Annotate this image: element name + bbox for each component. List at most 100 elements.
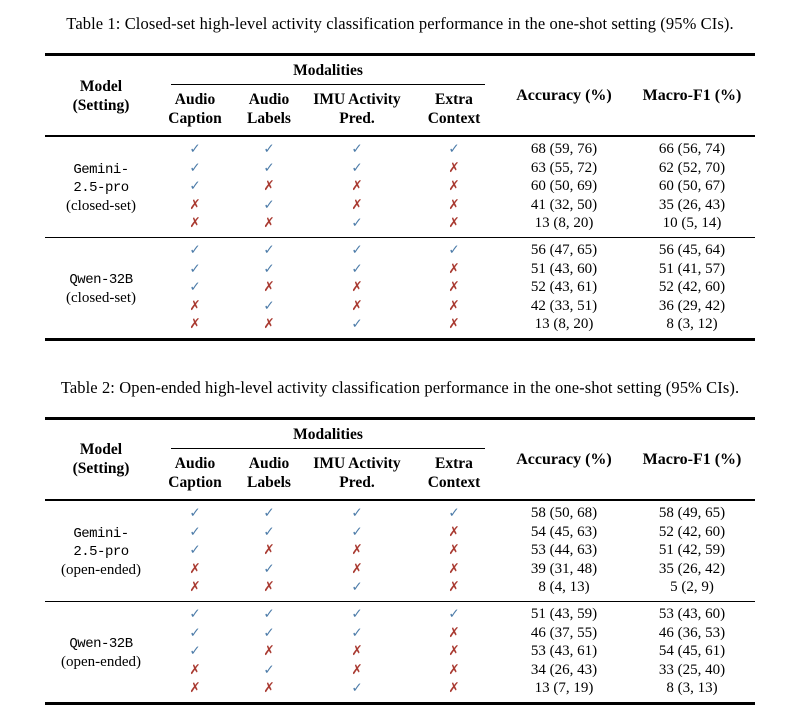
check-icon: ✓ — [351, 215, 363, 232]
check-icon: ✓ — [189, 141, 201, 157]
cross-icon: ✗ — [189, 680, 201, 697]
accuracy-cell: 51 (43, 60) — [530, 260, 598, 277]
cross-icon: ✗ — [189, 196, 201, 213]
table-row: ✓ ✗ ✗ ✗ 53 (43, 61) 54 (45, 61) — [45, 642, 755, 661]
cross-icon: ✗ — [263, 579, 275, 596]
accuracy-cell: 13 (7, 19) — [534, 680, 594, 697]
accuracy-cell: 53 (44, 63) — [530, 542, 598, 559]
cross-icon: ✗ — [263, 316, 275, 333]
check-icon: ✓ — [189, 279, 201, 296]
check-icon: ✓ — [263, 260, 275, 277]
cross-icon: ✗ — [448, 297, 460, 314]
check-icon: ✓ — [263, 605, 275, 622]
table-row: ✗ ✗ ✓ ✗ 13 (7, 19) 8 (3, 13) — [45, 679, 755, 703]
closed-set-performance-table: Model (Setting) Modalities Accuracy (%) … — [45, 53, 755, 341]
accuracy-cell: 53 (43, 61) — [530, 643, 598, 660]
cross-icon: ✗ — [351, 196, 363, 213]
accuracy-cell: 39 (31, 48) — [530, 560, 598, 577]
modalities-group-label: Modalities — [171, 61, 485, 85]
model-setting-cell: Qwen-32B (closed-set) — [45, 237, 157, 339]
cross-icon: ✗ — [189, 316, 201, 333]
check-icon: ✓ — [351, 624, 363, 641]
macro-f1-cell: 54 (45, 61) — [658, 643, 726, 660]
model-name-line: Gemini- — [73, 162, 129, 179]
cross-icon: ✗ — [448, 643, 460, 660]
column-header-model-setting: Model (Setting) — [45, 55, 157, 137]
table-row: Gemini- 2.5-pro (closed-set) ✓ ✓ ✓ ✓ 68 (59, 76… — [45, 136, 755, 214]
model-name-line: Gemini- — [73, 526, 129, 543]
column-header-macro-f1: Macro-F1 (%) — [642, 450, 742, 468]
table-row: ✗ ✗ ✓ ✗ 13 (8, 20) 8 (3, 12) — [45, 315, 755, 339]
table-row: Qwen-32B (closed-set) ✓ ✓ ✓ ✓ 56 (47, 65) 56 (4… — [45, 237, 755, 306]
table-row: ✓ ✓ ✓ ✗ 46 (37, 55) 46 (36, 53) — [45, 624, 755, 643]
column-group-modalities: Modalities — [157, 55, 499, 85]
check-icon: ✓ — [351, 241, 363, 258]
model-setting-line: (open-ended) — [61, 562, 141, 579]
check-icon: ✓ — [263, 523, 275, 540]
macro-f1-cell: 5 (2, 9) — [670, 579, 714, 596]
model-name-line: Qwen-32B — [69, 636, 133, 653]
check-icon: ✓ — [263, 560, 275, 577]
macro-f1-cell: 52 (42, 60) — [658, 279, 726, 296]
model-header-line1: Model — [79, 77, 123, 95]
column-header-imu-activity-pred: IMU Activity Pred. — [313, 454, 401, 491]
column-header-audio-labels: Audio Labels — [247, 91, 291, 127]
accuracy-cell: 68 (59, 76) — [530, 141, 598, 157]
accuracy-cell: 42 (33, 51) — [530, 297, 598, 314]
check-icon: ✓ — [263, 141, 275, 157]
cross-icon: ✗ — [351, 542, 363, 559]
column-header-audio-caption: Audio Caption — [168, 91, 222, 127]
cross-icon: ✗ — [448, 579, 460, 596]
column-header-imu-activity-pred: IMU Activity Pred. — [313, 91, 401, 127]
macro-f1-cell: 60 (50, 67) — [658, 178, 726, 195]
model-setting-line: (open-ended) — [61, 654, 141, 671]
check-icon: ✓ — [263, 297, 275, 314]
check-icon: ✓ — [351, 141, 363, 157]
table-row: ✗ ✓ ✗ ✗ 41 (32, 50) 35 (26, 43) — [45, 196, 755, 215]
cross-icon: ✗ — [189, 661, 201, 678]
cross-icon: ✗ — [351, 279, 363, 296]
cross-icon: ✗ — [263, 178, 275, 195]
cross-icon: ✗ — [189, 297, 201, 314]
check-icon: ✓ — [263, 661, 275, 678]
check-icon: ✓ — [189, 542, 201, 559]
table-row: Qwen-32B (open-ended) ✓ ✓ ✓ ✓ 51 (43, 59) 53 (4… — [45, 601, 755, 670]
accuracy-cell: 52 (43, 61) — [530, 279, 598, 296]
cross-icon: ✗ — [448, 316, 460, 333]
accuracy-cell: 51 (43, 59) — [530, 605, 598, 622]
cross-icon: ✗ — [448, 178, 460, 195]
macro-f1-cell: 51 (41, 57) — [658, 260, 726, 277]
column-header-accuracy: Accuracy (%) — [516, 87, 612, 104]
check-icon: ✓ — [189, 504, 201, 521]
check-icon: ✓ — [448, 141, 460, 157]
accuracy-cell: 56 (47, 65) — [530, 241, 598, 258]
cross-icon: ✗ — [189, 215, 201, 232]
table-header: Model (Setting) Modalities Accuracy (%) … — [45, 418, 755, 500]
cross-icon: ✗ — [448, 279, 460, 296]
model-setting-cell: Gemini- 2.5-pro (open-ended) — [45, 500, 157, 601]
macro-f1-cell: 35 (26, 43) — [658, 196, 726, 213]
check-icon: ✓ — [351, 260, 363, 277]
check-icon: ✓ — [263, 196, 275, 213]
column-header-macro-f1: Macro-F1 (%) — [642, 87, 742, 104]
macro-f1-cell: 33 (25, 40) — [658, 661, 726, 678]
model-block-gemini-open: Gemini- 2.5-pro (open-ended) ✓ ✓ ✓ ✓ 58 (50, 68… — [45, 500, 755, 601]
check-icon: ✓ — [263, 159, 275, 176]
table-row: ✗ ✓ ✗ ✗ 39 (31, 48) 35 (26, 42) — [45, 560, 755, 579]
cross-icon: ✗ — [448, 661, 460, 678]
model-name-line: Qwen-32B — [69, 272, 133, 289]
table-row: ✓ ✓ ✓ ✗ 63 (55, 72) 62 (52, 70) — [45, 159, 755, 178]
model-header-line2: (Setting) — [72, 460, 130, 478]
macro-f1-cell: 58 (49, 65) — [658, 504, 726, 521]
column-header-model-setting: Model (Setting) — [45, 418, 157, 500]
model-setting-cell: Gemini- 2.5-pro (closed-set) — [45, 136, 157, 237]
cross-icon: ✗ — [448, 624, 460, 641]
table-1-section: Table 1: Closed-set high-level activity … — [0, 13, 800, 341]
accuracy-cell: 8 (4, 13) — [538, 579, 590, 596]
accuracy-cell: 13 (8, 20) — [534, 316, 594, 333]
macro-f1-cell: 56 (45, 64) — [658, 241, 726, 258]
model-header-line2: (Setting) — [72, 96, 130, 114]
cross-icon: ✗ — [351, 560, 363, 577]
table-2-section: Table 2: Open-ended high-level activity … — [0, 377, 800, 705]
